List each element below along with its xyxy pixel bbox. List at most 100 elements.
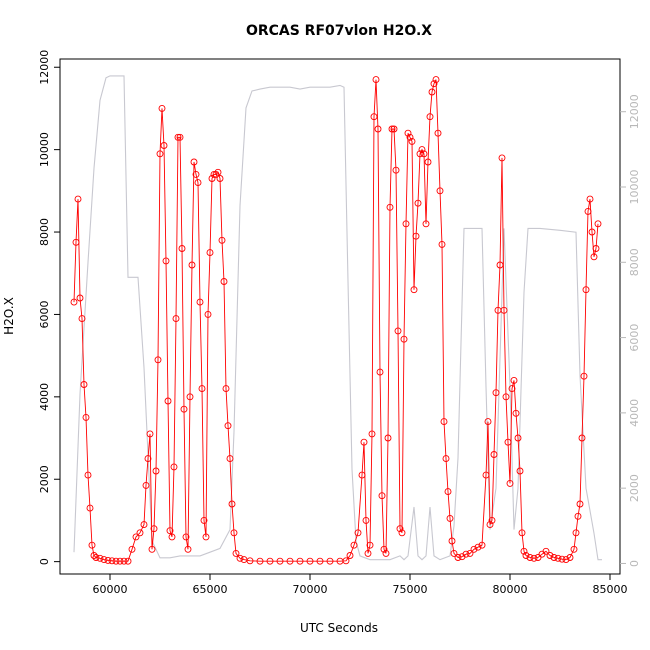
h2o-data-point: [382, 549, 390, 557]
h2o-data-point: [428, 88, 436, 96]
h2o-data-point: [570, 545, 578, 553]
h2o-data-point: [208, 175, 216, 182]
h2o-data-point: [178, 245, 186, 252]
h2o-data-point: [342, 557, 350, 565]
h2o-data-point: [412, 232, 420, 240]
h2o-data-point: [392, 166, 400, 174]
h2o-data-point: [492, 389, 500, 397]
h2o-data-point: [498, 154, 506, 162]
h2o-data-point: [220, 278, 228, 285]
h2o-data-point: [484, 418, 492, 426]
h2o-data-point: [408, 137, 416, 145]
h2o-data-point: [588, 228, 596, 236]
h2o-data-point: [426, 113, 434, 121]
x-axis: 60000 65000 70000 75000 80000 85000: [93, 574, 628, 596]
chart-title: ORCAS RF07vlon H2O.X: [246, 23, 432, 39]
h2o-data-point: [514, 434, 522, 442]
h2o-data-point: [222, 385, 230, 393]
h2o-data-point: [74, 195, 82, 203]
h2o-data-point: [172, 315, 180, 323]
h2o-data-point: [374, 125, 382, 133]
x-tick-label: 85000: [593, 583, 628, 596]
h2o-data-point: [546, 552, 554, 559]
h2o-data-point: [210, 170, 218, 178]
h2o-data-point: [104, 556, 112, 564]
h2o-data-point: [504, 438, 512, 446]
h2o-data-point: [558, 555, 566, 563]
y-axis-title: H2O.X: [2, 297, 16, 335]
y-tick-label: 0: [38, 558, 51, 565]
h2o-data-point: [366, 541, 374, 549]
h2o-data-point: [196, 298, 204, 306]
h2o-data-point: [592, 245, 600, 252]
h2o-data-point: [584, 207, 592, 215]
h2o-data-point: [232, 549, 240, 557]
h2o-data-point: [132, 533, 140, 541]
y-tick-label: 4000: [38, 383, 51, 411]
h2o-data-point: [572, 529, 580, 537]
h2o-data-point: [404, 129, 412, 137]
h2o-data-point: [90, 552, 98, 559]
h2o-data-point: [162, 257, 170, 265]
h2o-data-point: [190, 158, 198, 166]
h2o-data-point: [204, 310, 212, 318]
h2o-data-point: [574, 512, 582, 520]
h2o-data-point: [182, 533, 190, 541]
y-tick-label: 10000: [38, 132, 51, 167]
h2o-data-point: [380, 545, 388, 553]
h2o-data-point: [522, 552, 530, 559]
h2o-data-point: [372, 76, 380, 84]
h2o-data-point: [198, 385, 206, 393]
h2o-data-point: [192, 170, 200, 178]
h2o-data-point: [296, 557, 304, 565]
h2o-data-point: [384, 434, 392, 442]
h2o-data-point: [174, 133, 182, 141]
h2o-data-point: [188, 261, 196, 269]
h2o-data-point: [410, 286, 418, 294]
x-tick-label: 75000: [393, 583, 428, 596]
h2o-data-point: [72, 238, 80, 246]
h2o-data-point: [400, 335, 408, 343]
h2o-data-point: [368, 430, 376, 438]
h2o-data-point: [236, 554, 244, 562]
y-right-tick-label: 6000: [628, 324, 641, 352]
h2o-data-point: [594, 220, 602, 228]
y-right-tick-label: 2000: [628, 474, 641, 502]
h2o-data-point: [200, 516, 208, 524]
grey-series-line: [73, 75, 602, 561]
h2o-data-point: [276, 557, 284, 565]
h2o-data-point: [378, 492, 386, 500]
h2o-data-point: [414, 199, 422, 207]
h2o-data-point: [490, 451, 498, 458]
h2o-data-point: [550, 554, 558, 561]
h2o-data-point: [482, 471, 490, 479]
h2o-data-point: [230, 529, 238, 537]
h2o-data-point: [214, 168, 222, 176]
h2o-data-point: [422, 220, 430, 228]
h2o-data-point: [430, 80, 438, 88]
x-tick-label: 70000: [293, 583, 328, 596]
h2o-data-point: [350, 541, 358, 549]
h2o-data-point: [576, 500, 584, 508]
h2o-data-point: [124, 557, 132, 565]
y-right-tick-label: 0: [628, 560, 641, 567]
h2o-data-point: [158, 104, 166, 112]
h2o-data-point: [370, 113, 378, 121]
h2o-data-point: [86, 504, 94, 512]
h2o-data-point: [148, 545, 156, 553]
h2o-data-point: [358, 471, 366, 479]
h2o-data-point: [542, 547, 550, 555]
x-axis-title: UTC Seconds: [300, 621, 378, 635]
h2o-data-point: [152, 467, 160, 475]
h2o-data-point: [562, 556, 570, 564]
h2o-data-point: [146, 430, 154, 438]
h2o-data-point: [266, 557, 274, 565]
h2o-data-point: [78, 315, 86, 323]
h2o-data-point: [354, 529, 362, 537]
h2o-data-point: [224, 422, 232, 430]
h2o-data-point: [160, 142, 168, 149]
h2o-data-point: [326, 557, 334, 565]
h2o-data-point: [390, 125, 398, 133]
h2o-data-point: [88, 541, 96, 549]
